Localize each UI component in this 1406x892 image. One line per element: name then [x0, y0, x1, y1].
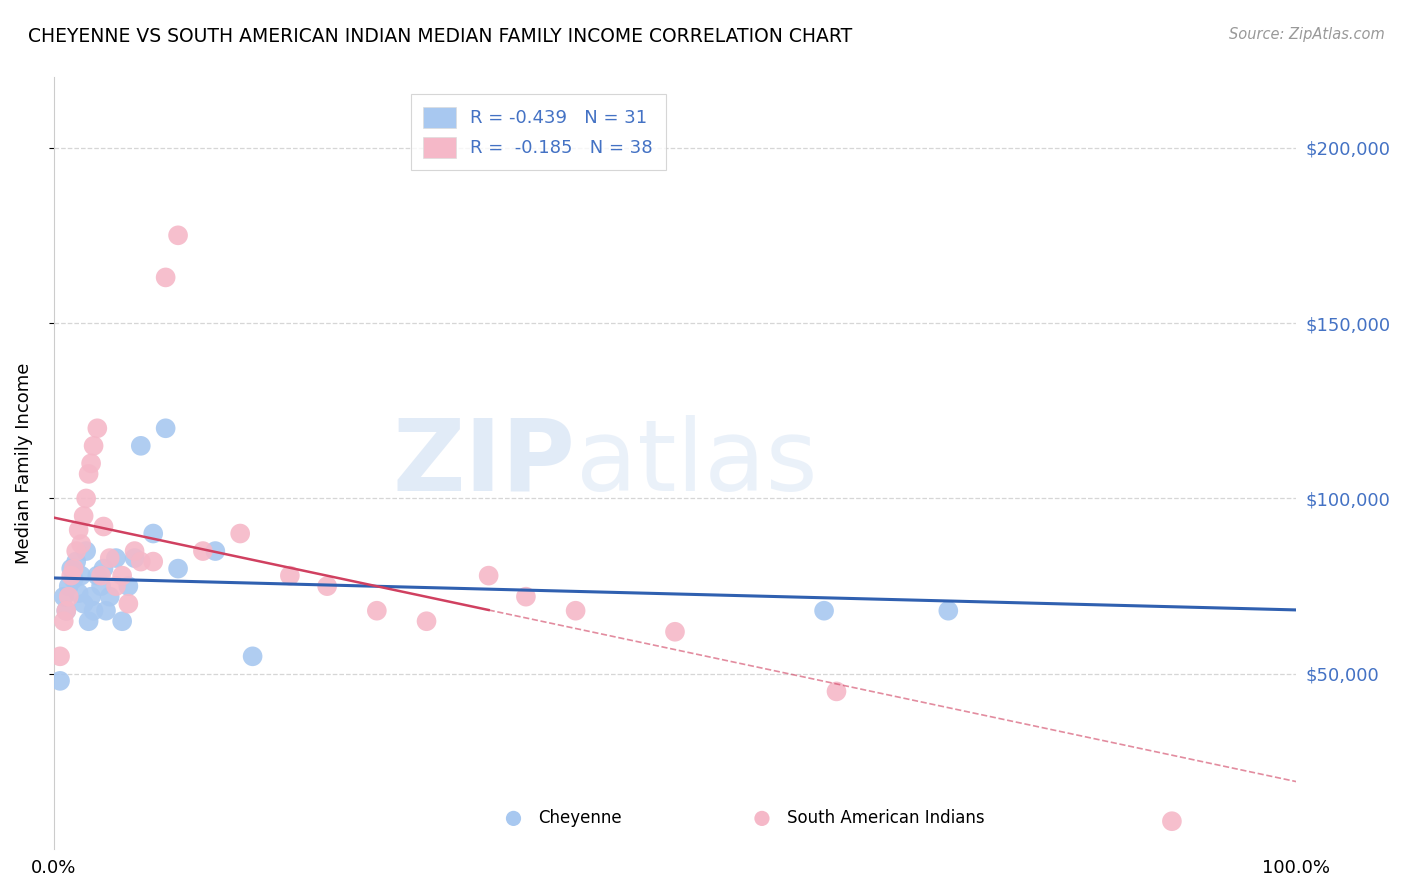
Point [62, 572, 84, 586]
Point [70, 568, 93, 582]
Point [52, 590, 75, 604]
Point [502, 842, 524, 856]
Point [80, 590, 103, 604]
Point [813, 604, 835, 618]
Point [117, 597, 139, 611]
Point [129, 439, 152, 453]
Point [751, 842, 773, 856]
Point [75, 491, 97, 506]
Point [67, 523, 90, 537]
Point [124, 544, 146, 558]
Point [191, 544, 214, 558]
Point [93, 519, 115, 533]
Point [60, 561, 83, 575]
Point [93, 561, 115, 575]
Point [366, 604, 388, 618]
Point [65, 544, 87, 558]
Point [104, 551, 127, 566]
Point [60, 568, 83, 582]
Point [75, 544, 97, 558]
Point [111, 568, 134, 582]
Point [117, 579, 139, 593]
Point [80, 456, 103, 470]
Point [94, 604, 117, 618]
Point [98, 551, 121, 566]
Point [67, 586, 90, 600]
Point [1161, 814, 1184, 829]
Point [167, 561, 190, 575]
Point [98, 590, 121, 604]
Point [278, 568, 301, 582]
Point [65, 555, 87, 569]
Point [49, 649, 72, 664]
Text: South American Indians: South American Indians [787, 809, 984, 828]
Legend: R = -0.439   N = 31, R =  -0.185   N = 38: R = -0.439 N = 31, R = -0.185 N = 38 [411, 95, 665, 170]
Point [77, 467, 100, 481]
Point [104, 579, 127, 593]
Point [142, 526, 165, 541]
Point [664, 624, 686, 639]
Point [58, 579, 80, 593]
Point [936, 604, 959, 618]
Point [155, 421, 177, 435]
Point [564, 604, 586, 618]
Point [90, 579, 112, 593]
Point [478, 568, 501, 582]
Point [86, 421, 108, 435]
Point [49, 673, 72, 688]
Point [77, 614, 100, 628]
Point [204, 544, 226, 558]
Point [70, 537, 93, 551]
Point [111, 614, 134, 628]
Point [316, 579, 339, 593]
Point [83, 439, 105, 453]
Point [825, 684, 848, 698]
Point [90, 568, 112, 582]
Point [55, 604, 77, 618]
Text: Source: ZipAtlas.com: Source: ZipAtlas.com [1229, 27, 1385, 42]
Point [55, 604, 77, 618]
Point [72, 508, 94, 523]
Point [242, 649, 264, 664]
Point [155, 270, 177, 285]
Text: Cheyenne: Cheyenne [538, 809, 621, 828]
Point [72, 597, 94, 611]
Point [124, 551, 146, 566]
Point [415, 614, 437, 628]
Point [58, 590, 80, 604]
Point [515, 590, 537, 604]
Point [142, 555, 165, 569]
Y-axis label: Median Family Income: Median Family Income [15, 363, 32, 564]
Text: atlas: atlas [575, 415, 817, 512]
Point [83, 604, 105, 618]
Point [167, 228, 190, 243]
Point [62, 561, 84, 575]
Point [52, 614, 75, 628]
Point [129, 555, 152, 569]
Point [229, 526, 252, 541]
Text: ZIP: ZIP [392, 415, 575, 512]
Text: CHEYENNE VS SOUTH AMERICAN INDIAN MEDIAN FAMILY INCOME CORRELATION CHART: CHEYENNE VS SOUTH AMERICAN INDIAN MEDIAN… [28, 27, 852, 45]
Point [86, 568, 108, 582]
